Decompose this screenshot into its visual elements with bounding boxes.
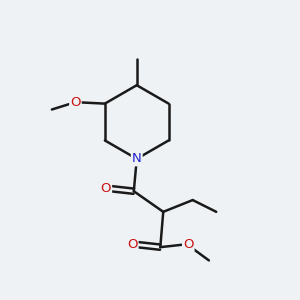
Text: N: N bbox=[132, 152, 142, 165]
Text: O: O bbox=[70, 96, 81, 109]
Text: O: O bbox=[100, 182, 111, 195]
Text: O: O bbox=[127, 238, 138, 251]
Text: O: O bbox=[183, 238, 194, 251]
